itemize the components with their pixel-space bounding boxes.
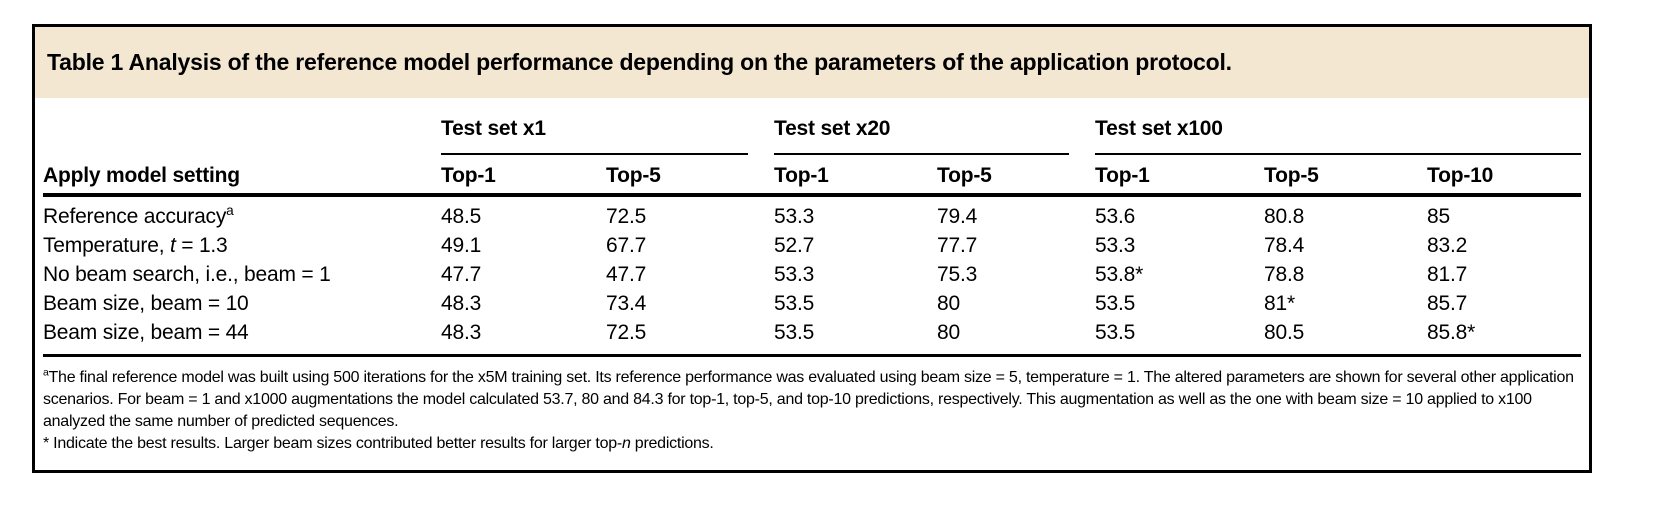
group-label: Test set x1 xyxy=(441,117,748,155)
value-cell: 53.8* xyxy=(1095,263,1144,286)
table-title: Table 1 Analysis of the reference model … xyxy=(47,49,1232,75)
value-cell: 49.1 xyxy=(441,234,482,257)
value-cell: 85.8* xyxy=(1427,321,1476,344)
value-cell: 53.5 xyxy=(774,292,815,315)
col-header-top1-x20: Top-1 xyxy=(774,155,937,197)
value-cell: 75.3 xyxy=(937,263,978,286)
table-row-beam-size-44: Beam size, beam = 44 48.3 72.5 53.5 80 5… xyxy=(43,318,1581,356)
group-header-row: Test set x1 Test set x20 Test set x100 xyxy=(43,98,1581,155)
value-cell: 47.7 xyxy=(441,263,482,286)
col-group-test-set-x100: Test set x100 xyxy=(1095,98,1581,155)
value-cell: 79.4 xyxy=(937,205,978,228)
value-cell: 53.3 xyxy=(1095,234,1136,257)
col-group-test-set-x1: Test set x1 xyxy=(441,98,774,155)
value-cell: 53.5 xyxy=(1095,292,1136,315)
value-cell: 78.4 xyxy=(1264,234,1305,257)
row-label: Beam size, beam = 44 xyxy=(43,321,249,344)
footnote-a-text: The final reference model was built usin… xyxy=(43,369,1574,430)
value-cell: 81.7 xyxy=(1427,263,1468,286)
col-header-top5-x100: Top-5 xyxy=(1264,155,1427,197)
value-cell: 48.5 xyxy=(441,205,482,228)
footnote-a: aThe final reference model was built usi… xyxy=(43,367,1581,433)
value-cell: 53.5 xyxy=(774,321,815,344)
row-label: Beam size, beam = 10 xyxy=(43,292,249,315)
footnote-marker-a: a xyxy=(226,203,234,218)
table-row-reference-accuracy: Reference accuracya 48.5 72.5 53.3 79.4 … xyxy=(43,195,1581,231)
footnote-a-marker: a xyxy=(43,367,49,379)
table-row-beam-size-10: Beam size, beam = 10 48.3 73.4 53.5 80 5… xyxy=(43,289,1581,318)
group-label: Test set x20 xyxy=(774,117,1069,155)
col-group-test-set-x20: Test set x20 xyxy=(774,98,1095,155)
column-header-row: Apply model setting Top-1 Top-5 Top-1 To… xyxy=(43,155,1581,197)
row-label: No beam search, i.e., beam = 1 xyxy=(43,263,331,286)
value-cell: 80 xyxy=(937,292,960,315)
value-cell: 85.7 xyxy=(1427,292,1468,315)
value-cell: 48.3 xyxy=(441,321,482,344)
value-cell: 52.7 xyxy=(774,234,815,257)
table-row-no-beam-search: No beam search, i.e., beam = 1 47.7 47.7… xyxy=(43,260,1581,289)
footnote-star: * Indicate the best results. Larger beam… xyxy=(43,435,714,452)
row-label: Temperature, t = 1.3 xyxy=(43,234,228,257)
value-cell: 83.2 xyxy=(1427,234,1468,257)
group-header-spacer xyxy=(43,98,441,155)
value-cell: 72.5 xyxy=(606,205,647,228)
col-header-top5-x1: Top-5 xyxy=(606,155,774,197)
value-cell: 48.3 xyxy=(441,292,482,315)
value-cell: 73.4 xyxy=(606,292,647,315)
value-cell: 53.3 xyxy=(774,205,815,228)
value-cell: 53.6 xyxy=(1095,205,1136,228)
value-cell: 85 xyxy=(1427,205,1450,228)
value-cell: 67.7 xyxy=(606,234,647,257)
col-header-top1-x1: Top-1 xyxy=(441,155,606,197)
value-cell: 80.5 xyxy=(1264,321,1305,344)
value-cell: 72.5 xyxy=(606,321,647,344)
data-table: Test set x1 Test set x20 Test set x100 A… xyxy=(43,98,1581,357)
value-cell: 80 xyxy=(937,321,960,344)
table-content: Test set x1 Test set x20 Test set x100 A… xyxy=(35,98,1589,455)
value-cell: 77.7 xyxy=(937,234,978,257)
value-cell: 53.3 xyxy=(774,263,815,286)
value-cell: 80.8 xyxy=(1264,205,1305,228)
table-row-temperature: Temperature, t = 1.3 49.1 67.7 52.7 77.7… xyxy=(43,231,1581,260)
value-cell: 47.7 xyxy=(606,263,647,286)
col-header-top5-x20: Top-5 xyxy=(937,155,1095,197)
col-header-top10-x100: Top-10 xyxy=(1427,155,1581,197)
col-header-apply-model-setting: Apply model setting xyxy=(43,155,441,197)
group-label: Test set x100 xyxy=(1095,117,1581,155)
col-header-top1-x100: Top-1 xyxy=(1095,155,1264,197)
table1-container: Table 1 Analysis of the reference model … xyxy=(32,24,1592,473)
table-title-bar: Table 1 Analysis of the reference model … xyxy=(35,27,1589,98)
value-cell: 53.5 xyxy=(1095,321,1136,344)
row-label: Reference accuracya xyxy=(43,203,234,228)
value-cell: 78.8 xyxy=(1264,263,1305,286)
table-footnotes: aThe final reference model was built usi… xyxy=(43,357,1581,455)
value-cell: 81* xyxy=(1264,292,1295,315)
